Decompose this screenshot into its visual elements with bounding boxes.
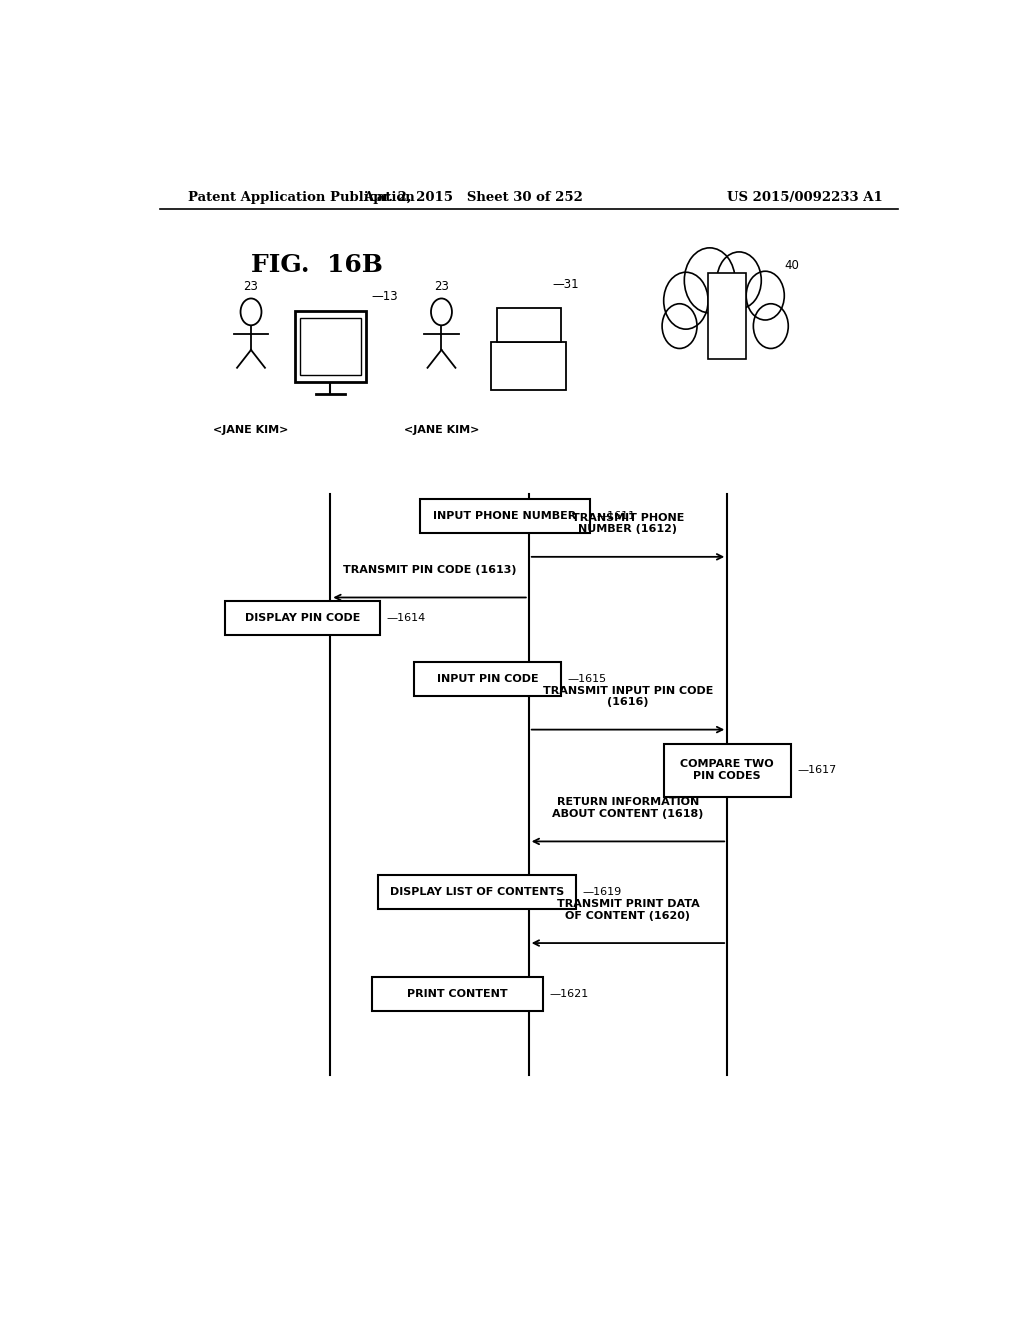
Text: —1621: —1621	[549, 989, 588, 999]
Text: TRANSMIT INPUT PIN CODE
(1616): TRANSMIT INPUT PIN CODE (1616)	[543, 685, 713, 708]
Circle shape	[684, 248, 735, 313]
Bar	[414, 663, 561, 696]
Text: INPUT PIN CODE: INPUT PIN CODE	[436, 673, 539, 684]
Bar	[420, 499, 590, 533]
Text: 23: 23	[434, 280, 449, 293]
Text: INPUT PHONE NUMBER: INPUT PHONE NUMBER	[433, 511, 577, 521]
Text: —1614: —1614	[386, 612, 426, 623]
Bar	[225, 601, 380, 635]
Text: <JANE KIM>: <JANE KIM>	[213, 425, 289, 434]
Text: —1619: —1619	[583, 887, 622, 898]
Text: 40: 40	[784, 259, 799, 272]
Text: —1611: —1611	[597, 511, 636, 521]
Circle shape	[663, 304, 697, 348]
Text: FIG.  16B: FIG. 16B	[251, 253, 383, 277]
Text: DISPLAY PIN CODE: DISPLAY PIN CODE	[245, 612, 360, 623]
Circle shape	[746, 271, 784, 319]
Bar	[709, 273, 746, 359]
Bar	[378, 875, 577, 909]
Text: Apr. 2, 2015   Sheet 30 of 252: Apr. 2, 2015 Sheet 30 of 252	[364, 191, 583, 205]
Bar	[664, 744, 791, 797]
Text: —13: —13	[372, 289, 398, 302]
Bar	[497, 308, 561, 342]
Text: TRANSMIT PIN CODE (1613): TRANSMIT PIN CODE (1613)	[343, 565, 516, 576]
Bar	[300, 318, 360, 375]
Text: —1617: —1617	[797, 766, 837, 775]
Text: —31: —31	[553, 277, 580, 290]
Text: Patent Application Publication: Patent Application Publication	[187, 191, 415, 205]
Text: DISPLAY LIST OF CONTENTS: DISPLAY LIST OF CONTENTS	[390, 887, 564, 898]
Text: TRANSMIT PRINT DATA
OF CONTENT (1620): TRANSMIT PRINT DATA OF CONTENT (1620)	[557, 899, 699, 921]
Text: 23: 23	[244, 280, 258, 293]
Circle shape	[717, 252, 761, 309]
Text: RETURN INFORMATION
ABOUT CONTENT (1618): RETURN INFORMATION ABOUT CONTENT (1618)	[552, 797, 703, 818]
Bar	[372, 977, 543, 1011]
Circle shape	[754, 304, 788, 348]
Text: COMPARE TWO
PIN CODES: COMPARE TWO PIN CODES	[680, 759, 774, 781]
Text: —1615: —1615	[567, 673, 606, 684]
Text: <JANE KIM>: <JANE KIM>	[403, 425, 479, 434]
Text: TRANSMIT PHONE
NUMBER (1612): TRANSMIT PHONE NUMBER (1612)	[571, 513, 684, 535]
Bar	[492, 342, 566, 389]
Circle shape	[664, 272, 709, 329]
Bar	[295, 312, 367, 381]
Text: US 2015/0092233 A1: US 2015/0092233 A1	[727, 191, 883, 205]
Text: PRINT CONTENT: PRINT CONTENT	[407, 989, 508, 999]
